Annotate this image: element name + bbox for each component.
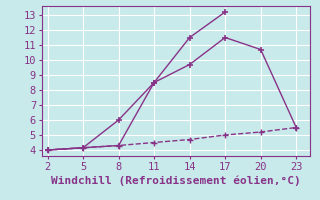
X-axis label: Windchill (Refroidissement éolien,°C): Windchill (Refroidissement éolien,°C) <box>51 176 301 186</box>
